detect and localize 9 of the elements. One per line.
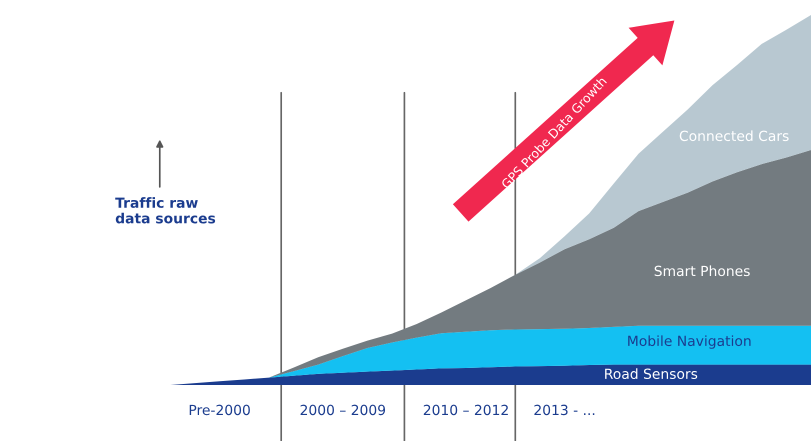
series-label: Smart Phones bbox=[654, 265, 750, 276]
x-tick-label: Pre-2000 bbox=[190, 404, 250, 416]
series-label: Road Sensors bbox=[605, 368, 698, 380]
series-label: Connected Cars bbox=[680, 130, 789, 142]
series-label: Mobile Navigation bbox=[628, 335, 751, 349]
x-tick-label: 2010 – 2012 bbox=[424, 404, 508, 416]
y-axis-title: Traffic raw data sources bbox=[115, 197, 216, 224]
x-tick-label: 2013 - ... bbox=[534, 404, 594, 416]
x-tick-label: 2000 – 2009 bbox=[300, 404, 386, 416]
